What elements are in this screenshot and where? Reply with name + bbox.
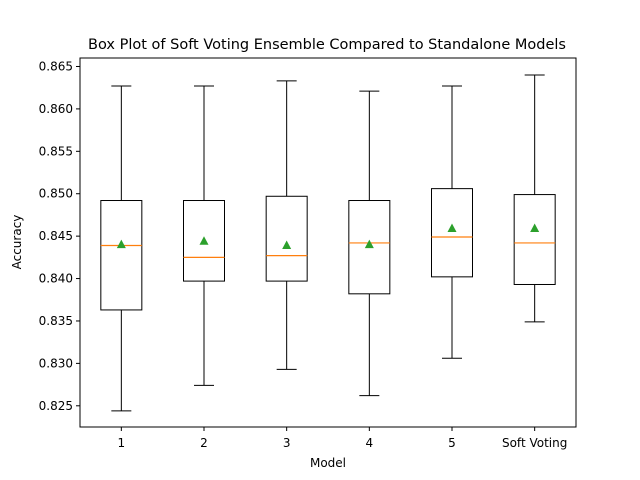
mean-marker — [530, 223, 540, 233]
x-tick-label: 5 — [448, 436, 456, 450]
x-tick-label: 4 — [366, 436, 374, 450]
y-tick-label: 0.855 — [39, 144, 73, 158]
box-group — [513, 74, 556, 323]
y-tick-label: 0.840 — [39, 272, 73, 286]
x-tick-label: Soft Voting — [502, 436, 567, 450]
y-tick-label: 0.865 — [39, 59, 73, 73]
mean-marker — [447, 223, 457, 233]
x-axis: 1 2 3 4 5 Soft Voting — [118, 427, 567, 450]
iqr-box — [431, 188, 473, 278]
mean-marker — [364, 239, 374, 249]
y-tick-label: 0.860 — [39, 102, 73, 116]
x-tick-label: 3 — [283, 436, 291, 450]
y-tick-label: 0.825 — [39, 399, 73, 413]
y-tick-label: 0.845 — [39, 229, 73, 243]
y-tick-label: 0.830 — [39, 356, 73, 370]
iqr-box — [513, 194, 556, 285]
chart-title: Box Plot of Soft Voting Ensemble Compare… — [88, 37, 566, 53]
x-tick-label: 1 — [118, 436, 126, 450]
x-tick-label: 2 — [200, 436, 208, 450]
plot-area — [79, 57, 577, 428]
mean-marker — [199, 236, 209, 245]
x-axis-label: Model — [310, 456, 346, 470]
iqr-box — [265, 195, 308, 282]
iqr-box — [183, 200, 225, 282]
boxes-layer — [100, 74, 556, 412]
y-axis: 0.825 0.830 0.835 0.840 0.845 0.850 0.855 0.860… — [39, 59, 80, 413]
box-group — [431, 85, 473, 359]
box-group — [265, 80, 308, 370]
iqr-box — [348, 200, 391, 295]
mean-marker — [282, 240, 292, 249]
mean-marker — [116, 239, 126, 249]
y-tick-label: 0.835 — [39, 314, 73, 328]
box-group — [100, 85, 143, 412]
y-axis-label: Accuracy — [10, 215, 24, 270]
box-group — [183, 85, 225, 386]
box-group — [348, 90, 391, 397]
iqr-box — [100, 200, 143, 311]
y-tick-label: 0.850 — [39, 187, 73, 201]
